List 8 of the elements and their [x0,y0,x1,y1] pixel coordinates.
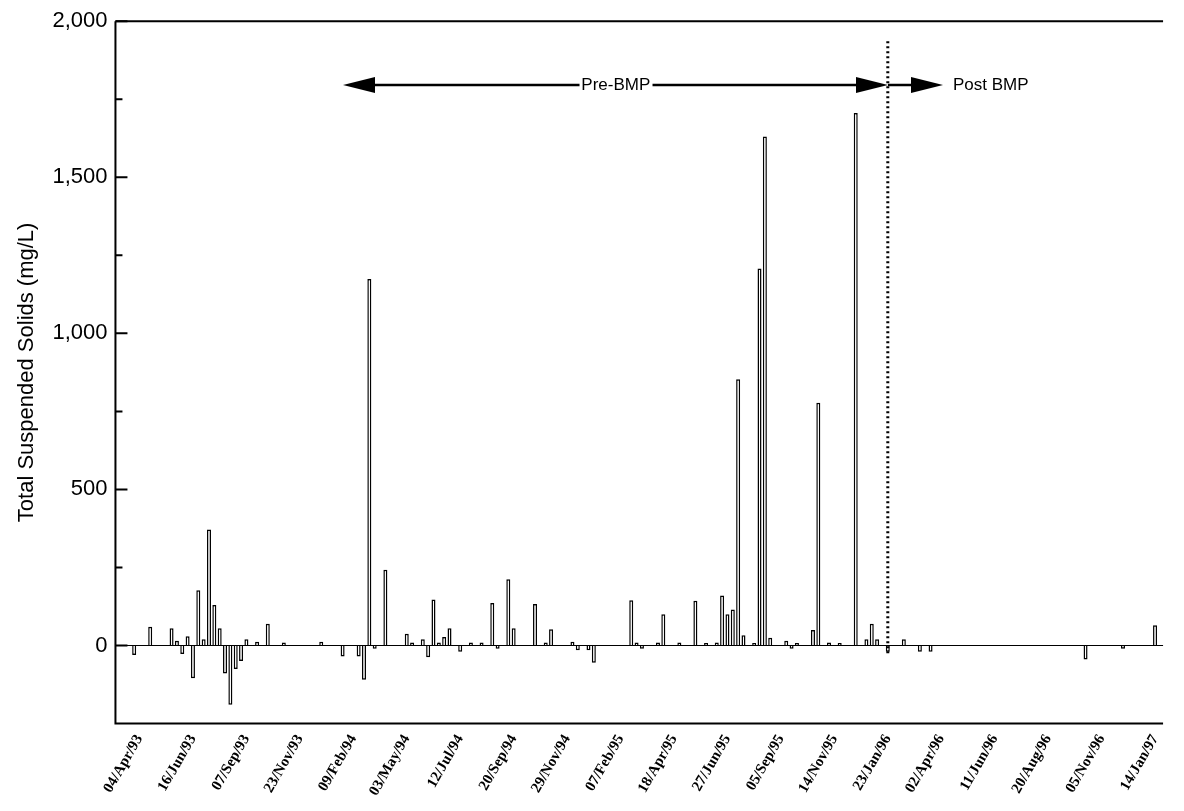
y-tick-label: 0 [95,631,108,657]
annotation: Pre-BMP [579,75,653,96]
y-tick-label: 2,000 [52,7,108,33]
y-axis-title: Total Suspended Solids (mg/L) [13,222,39,523]
annotation: Post BMP [951,75,1031,96]
y-tick-label: 1,000 [52,319,108,345]
y-tick-label: 500 [70,475,108,501]
y-tick-label: 1,500 [52,163,108,189]
